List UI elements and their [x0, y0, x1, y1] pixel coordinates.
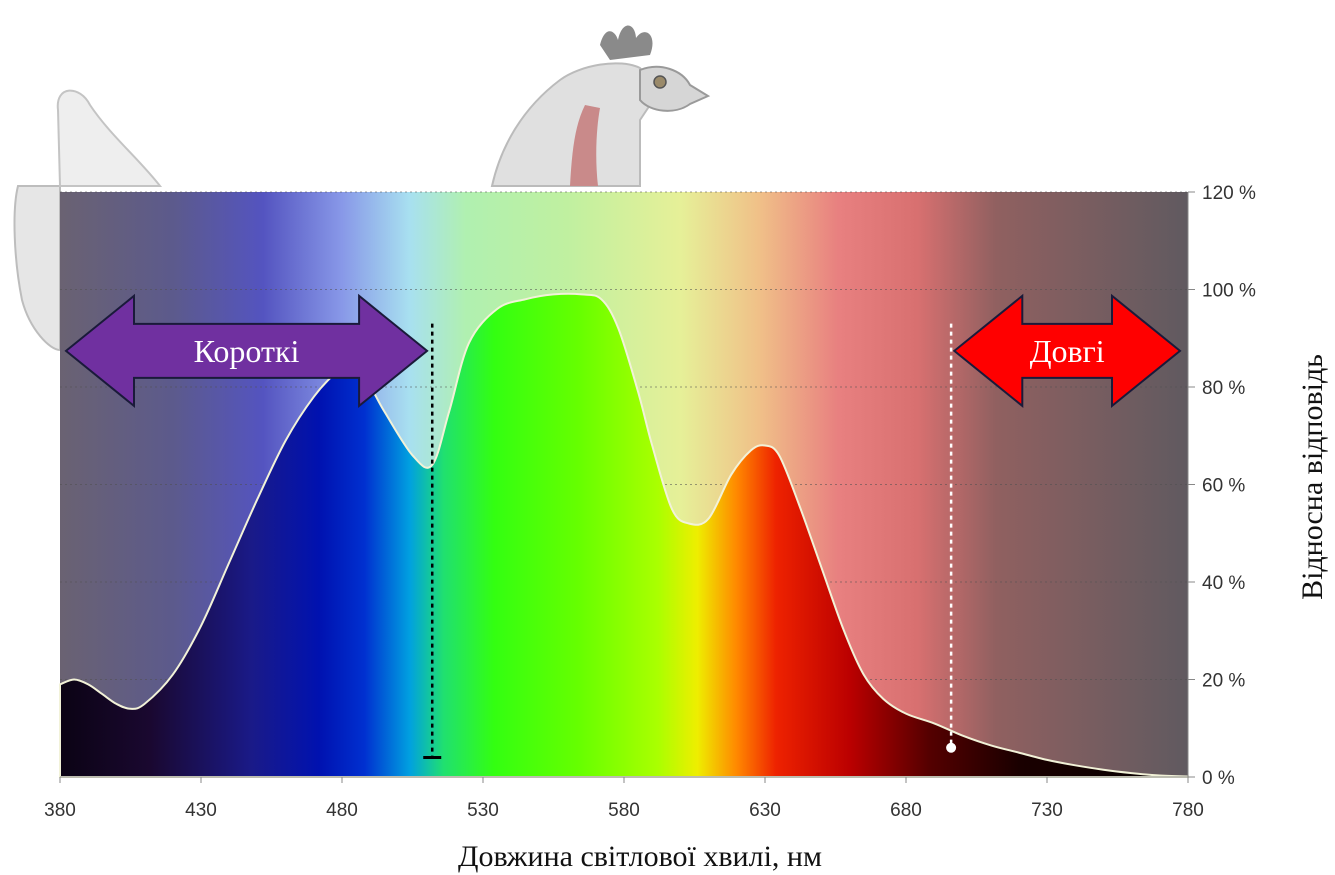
y-tick-label: 80 % — [1202, 378, 1245, 399]
x-axis-ticks: 380 430 480 530 580 630 680 730 780 — [44, 776, 1204, 821]
double-arrow-2 — [952, 293, 1182, 408]
x-tick-label: 630 — [749, 800, 781, 821]
marker-dot — [946, 742, 957, 753]
x-tick-label: 680 — [890, 800, 922, 821]
x-tick-label: 730 — [1031, 800, 1063, 821]
double-arrow-1 — [64, 293, 429, 408]
y-tick-label: 120 % — [1202, 183, 1256, 204]
range-arrows: Короткі Довгі — [64, 293, 1182, 408]
arrow-label: Довгі — [1030, 333, 1105, 369]
y-tick-label: 20 % — [1202, 671, 1245, 692]
x-tick-label: 430 — [185, 800, 217, 821]
x-tick-label: 380 — [44, 800, 76, 821]
x-tick-label: 530 — [467, 800, 499, 821]
x-tick-label: 780 — [1172, 800, 1204, 821]
marker-lines — [423, 323, 957, 759]
y-tick-label: 0 % — [1202, 768, 1235, 789]
arrow-label: Короткі — [194, 333, 300, 369]
y-axis-ticks: 0 % 20 % 40 % 60 % 80 % 100 % 120 % — [1187, 183, 1256, 789]
chicken-illustration — [13, 25, 711, 352]
y-axis-title: Відносна відповідь — [1296, 354, 1329, 600]
y-tick-label: 100 % — [1202, 281, 1256, 302]
response-curve-area — [59, 292, 1189, 778]
x-tick-label: 480 — [326, 800, 358, 821]
x-tick-label: 580 — [608, 800, 640, 821]
x-axis-title: Довжина світлової хвилі, нм — [458, 840, 822, 873]
y-tick-label: 40 % — [1202, 573, 1245, 594]
y-tick-label: 60 % — [1202, 476, 1245, 497]
